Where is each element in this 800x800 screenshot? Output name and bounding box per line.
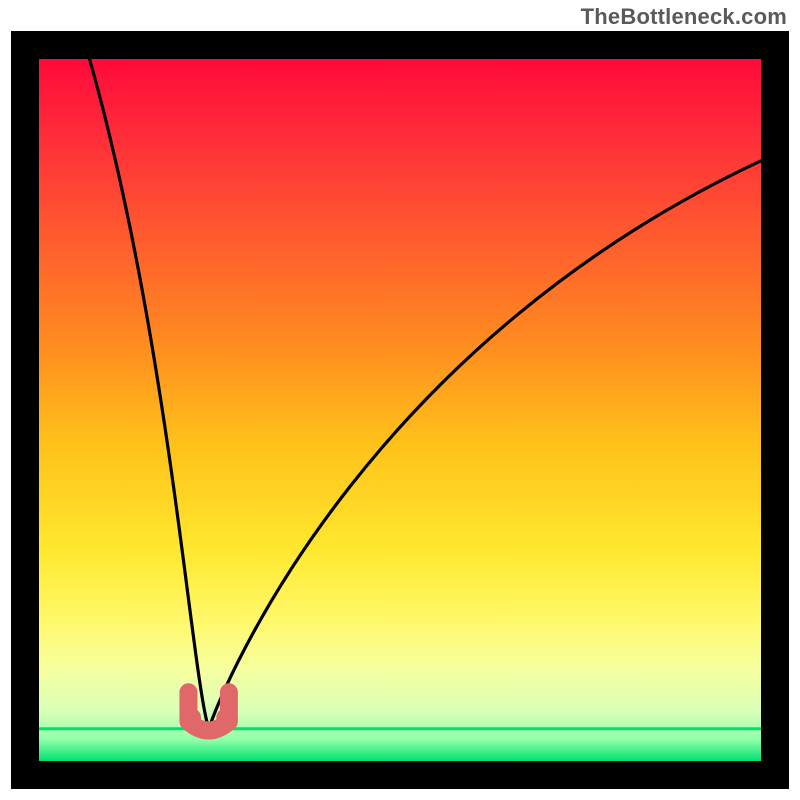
watermark-text: TheBottleneck.com: [581, 4, 787, 30]
chart-plot-area: [39, 59, 761, 761]
chart-svg: [39, 59, 761, 761]
gradient-background: [39, 59, 761, 761]
